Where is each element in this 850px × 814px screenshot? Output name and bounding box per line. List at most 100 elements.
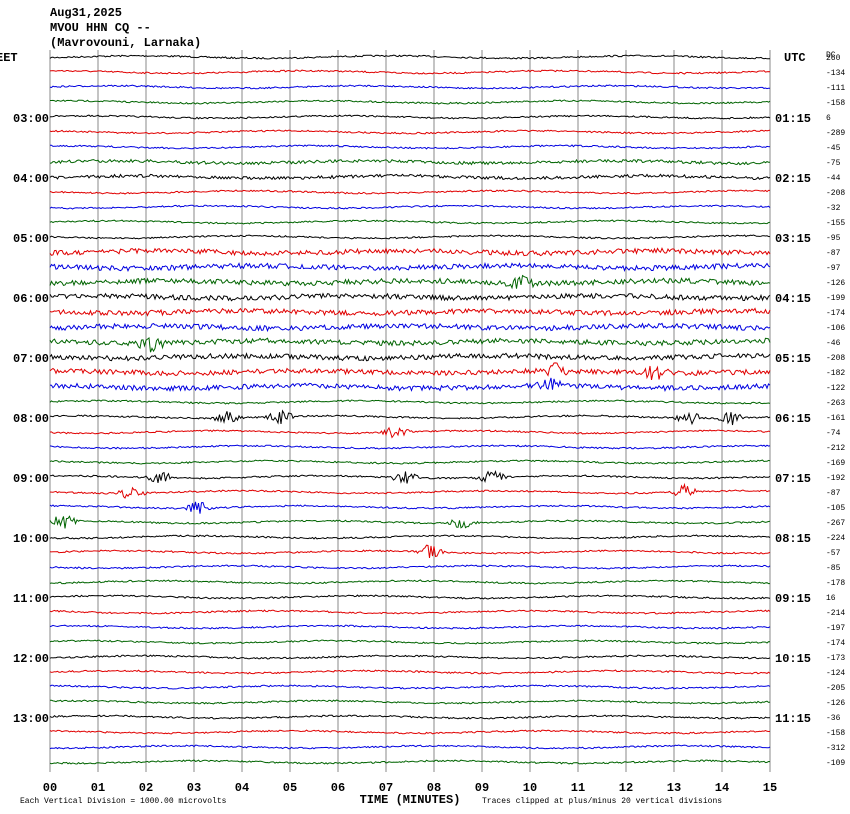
dc-offset: -178 [826, 579, 845, 588]
dc-offset: -87 [826, 489, 841, 498]
utc-time-label: 05:15 [775, 352, 811, 366]
trace [50, 99, 771, 105]
trace [49, 261, 771, 272]
trace [49, 69, 771, 75]
trace [49, 714, 771, 720]
dc-offset: -208 [826, 189, 845, 198]
trace [49, 54, 771, 60]
local-time-label: 06:00 [13, 292, 49, 306]
dc-offset: -36 [826, 714, 841, 723]
trace [49, 729, 771, 735]
dc-offset: -46 [826, 339, 841, 348]
dc-offset: -158 [826, 99, 845, 108]
trace [49, 377, 771, 392]
utc-time-label: 08:15 [775, 532, 811, 546]
local-time-label: 12:00 [13, 652, 49, 666]
x-tick-label: 02 [139, 781, 153, 795]
trace [49, 84, 771, 90]
dc-offset: -122 [826, 384, 845, 393]
dc-offset: -174 [826, 309, 845, 318]
dc-offset: -263 [826, 399, 845, 408]
trace [49, 129, 771, 135]
dc-offset: -224 [826, 534, 845, 543]
utc-time-label: 06:15 [775, 412, 811, 426]
dc-offset: -312 [826, 744, 845, 753]
x-tick-label: 01 [91, 781, 105, 795]
trace [49, 470, 771, 484]
trace [49, 544, 771, 558]
trace [49, 173, 771, 181]
dc-offset: -45 [826, 144, 841, 153]
trace [49, 204, 771, 210]
trace [49, 482, 771, 499]
date: Aug31,2025 [50, 6, 122, 20]
trace [49, 336, 771, 353]
trace [49, 515, 771, 529]
dc-offset: -161 [826, 414, 845, 423]
dc-offset: -57 [826, 549, 841, 558]
dc-offset: -126 [826, 699, 845, 708]
x-tick-label: 09 [475, 781, 489, 795]
x-tick-label: 07 [379, 781, 393, 795]
x-tick-label: 06 [331, 781, 345, 795]
left-zone: EET [0, 51, 18, 65]
dc-offset: -124 [826, 669, 845, 678]
station: MVOU HHN CQ -- [50, 21, 151, 35]
trace [49, 189, 770, 195]
footer-right: Traces clipped at plus/minus 20 vertical… [482, 797, 722, 806]
trace [49, 624, 771, 630]
local-time-label: 03:00 [13, 112, 49, 126]
trace [49, 307, 771, 317]
local-time-label: 04:00 [13, 172, 49, 186]
trace [49, 594, 771, 600]
utc-time-label: 09:15 [775, 592, 811, 606]
dc-offset: -95 [826, 234, 841, 243]
dc-header: DC [826, 51, 836, 60]
right-zone: UTC [784, 51, 806, 65]
trace [49, 234, 771, 240]
utc-time-label: 02:15 [775, 172, 811, 186]
utc-time-label: 10:15 [775, 652, 811, 666]
dc-offset: -267 [826, 519, 845, 528]
trace [49, 409, 771, 426]
trace [49, 362, 771, 381]
dc-offset: -134 [826, 69, 845, 78]
dc-offset: -87 [826, 249, 841, 258]
dc-offset: -44 [826, 174, 841, 183]
utc-time-label: 07:15 [775, 472, 811, 486]
utc-time-label: 01:15 [775, 112, 811, 126]
dc-offset: -212 [826, 444, 845, 453]
x-tick-label: 13 [667, 781, 681, 795]
dc-offset: -111 [826, 84, 845, 93]
local-time-label: 08:00 [13, 412, 49, 426]
trace [49, 459, 771, 465]
x-tick-label: 12 [619, 781, 633, 795]
dc-offset: -74 [826, 429, 841, 438]
utc-time-label: 04:15 [775, 292, 811, 306]
dc-offset: 16 [826, 594, 836, 603]
x-tick-label: 11 [571, 781, 585, 795]
trace [49, 322, 771, 333]
trace [49, 274, 771, 290]
trace [49, 114, 771, 120]
dc-offset: -173 [826, 654, 845, 663]
x-tick-label: 08 [427, 781, 441, 795]
utc-time-label: 11:15 [775, 712, 811, 726]
trace [49, 399, 771, 405]
x-tick-label: 10 [523, 781, 537, 795]
trace [49, 579, 770, 585]
location: (Mavrovouni, Larnaka) [50, 36, 201, 50]
local-time-label: 09:00 [13, 472, 49, 486]
dc-offset: -158 [826, 729, 845, 738]
trace [49, 292, 771, 302]
local-time-label: 11:00 [13, 592, 49, 606]
dc-offset: 6 [826, 114, 831, 123]
dc-offset: -208 [826, 354, 845, 363]
trace [49, 158, 771, 166]
trace [49, 609, 771, 615]
trace [49, 564, 771, 570]
trace [49, 444, 771, 450]
utc-time-label: 03:15 [775, 232, 811, 246]
dc-offset: -197 [826, 624, 845, 633]
